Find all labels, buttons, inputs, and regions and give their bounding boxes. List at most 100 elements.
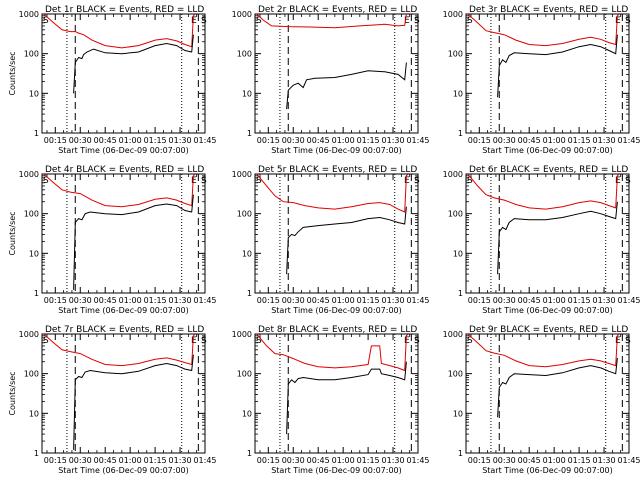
x-tick-label: 00:15 bbox=[468, 296, 491, 305]
marker-label-s: S bbox=[256, 176, 262, 186]
chart-title: Det 3r BLACK = Events, RED = LLD bbox=[469, 5, 628, 15]
x-tick-label: 01:30 bbox=[382, 136, 405, 145]
series-line-lld bbox=[467, 14, 620, 47]
x-tick-label: 00:15 bbox=[468, 136, 491, 145]
y-tick-label: 100 bbox=[24, 50, 39, 59]
marker-label-e: E bbox=[191, 176, 197, 186]
marker-label-s: S bbox=[467, 176, 473, 186]
marker-label-s: S bbox=[625, 336, 631, 346]
x-tick-label: 00:30 bbox=[493, 296, 516, 305]
x-tick-label: 01:00 bbox=[332, 296, 355, 305]
marker-label-s: S bbox=[201, 176, 207, 186]
x-axis-label: Start Time (06-Dec-09 00:07:00) bbox=[58, 466, 189, 475]
chart-title: Det 5r BLACK = Events, RED = LLD bbox=[258, 165, 417, 175]
y-tick-label: 100 bbox=[24, 210, 39, 219]
x-tick-label: 01:15 bbox=[357, 296, 380, 305]
x-tick-label: 00:30 bbox=[282, 136, 305, 145]
marker-label-s: S bbox=[201, 16, 207, 26]
y-tick-label: 10 bbox=[29, 249, 39, 258]
x-tick-label: 00:30 bbox=[69, 456, 92, 465]
y-axis-label: Counts/sec bbox=[8, 371, 17, 415]
x-axis-label: Start Time (06-Dec-09 00:07:00) bbox=[482, 306, 613, 315]
y-tick-label: 100 bbox=[237, 370, 252, 379]
x-axis-label: Start Time (06-Dec-09 00:07:00) bbox=[271, 466, 402, 475]
x-tick-label: 00:30 bbox=[493, 136, 516, 145]
x-tick-label: 01:00 bbox=[543, 296, 566, 305]
x-tick-label: 01:15 bbox=[568, 296, 591, 305]
x-tick-label: 00:30 bbox=[282, 296, 305, 305]
series-line-lld bbox=[467, 334, 620, 368]
x-tick-label: 01:45 bbox=[193, 136, 216, 145]
marker-label-e: E bbox=[615, 336, 621, 346]
x-tick-label: 01:45 bbox=[406, 456, 429, 465]
x-tick-label: 01:30 bbox=[169, 136, 192, 145]
x-tick-label: 01:00 bbox=[119, 296, 142, 305]
plot-frame bbox=[254, 333, 419, 454]
y-tick-label: 100 bbox=[448, 210, 463, 219]
y-tick-label: 10 bbox=[453, 249, 463, 258]
x-tick-label: 00:45 bbox=[307, 456, 330, 465]
x-tick-label: 01:00 bbox=[119, 456, 142, 465]
x-tick-label: 01:30 bbox=[593, 456, 616, 465]
marker-label-s: S bbox=[467, 16, 473, 26]
plot-frame bbox=[465, 13, 630, 134]
y-tick-label: 1000 bbox=[443, 10, 463, 19]
x-tick-label: 01:45 bbox=[406, 136, 429, 145]
series-line-lld bbox=[256, 14, 407, 29]
x-tick-label: 00:45 bbox=[94, 456, 117, 465]
marker-label-s: S bbox=[414, 16, 420, 26]
y-tick-label: 1000 bbox=[232, 10, 252, 19]
x-tick-label: 01:15 bbox=[144, 296, 167, 305]
chart-title: Det 4r BLACK = Events, RED = LLD bbox=[45, 165, 204, 175]
x-tick-label: 01:00 bbox=[332, 136, 355, 145]
x-tick-label: 00:45 bbox=[307, 136, 330, 145]
x-tick-label: 00:45 bbox=[518, 456, 541, 465]
x-tick-label: 01:45 bbox=[617, 296, 640, 305]
chart-panel-1: Det 1r BLACK = Events, RED = LLD 1 10 100 10… bbox=[8, 5, 217, 155]
chart-panel-4: Det 4r BLACK = Events, RED = LLD 1 10 100 10… bbox=[8, 165, 217, 315]
y-tick-label: 10 bbox=[453, 89, 463, 98]
marker-label-s: S bbox=[414, 176, 420, 186]
chart-panel-5: Det 5r BLACK = Events, RED = LLD 1 10 100 10… bbox=[232, 165, 430, 315]
x-tick-label: 00:15 bbox=[257, 136, 280, 145]
chart-title: Det 7r BLACK = Events, RED = LLD bbox=[45, 325, 204, 335]
x-tick-label: 00:15 bbox=[44, 136, 67, 145]
x-tick-label: 00:15 bbox=[468, 456, 491, 465]
y-axis-label: Counts/sec bbox=[8, 51, 17, 95]
chart-title: Det 6r BLACK = Events, RED = LLD bbox=[469, 165, 628, 175]
x-tick-label: 01:45 bbox=[193, 456, 216, 465]
plot-frame bbox=[41, 13, 206, 134]
chart-panel-2: Det 2r BLACK = Events, RED = LLD 1 10 100 10… bbox=[232, 5, 430, 155]
chart-title: Det 2r BLACK = Events, RED = LLD bbox=[258, 5, 417, 15]
series-line-lld bbox=[256, 174, 409, 213]
y-tick-label: 100 bbox=[448, 50, 463, 59]
y-tick-label: 1 bbox=[34, 449, 39, 458]
x-tick-label: 01:15 bbox=[357, 456, 380, 465]
y-tick-label: 1000 bbox=[232, 330, 252, 339]
x-tick-label: 00:15 bbox=[44, 456, 67, 465]
marker-label-s: S bbox=[201, 336, 207, 346]
y-tick-label: 1 bbox=[247, 129, 252, 138]
series-line-events bbox=[286, 361, 407, 435]
x-tick-label: 01:30 bbox=[382, 296, 405, 305]
marker-label-e: E bbox=[615, 176, 621, 186]
x-tick-label: 00:45 bbox=[518, 296, 541, 305]
y-tick-label: 10 bbox=[453, 409, 463, 418]
series-line-events bbox=[73, 34, 194, 94]
y-tick-label: 1000 bbox=[19, 170, 39, 179]
marker-label-s: S bbox=[625, 176, 631, 186]
series-line-lld bbox=[43, 334, 196, 367]
marker-label-e: E bbox=[191, 16, 197, 26]
chart-panel-6: Det 6r BLACK = Events, RED = LLD 1 10 100 10… bbox=[443, 165, 640, 315]
y-tick-label: 1 bbox=[458, 289, 463, 298]
x-tick-label: 01:15 bbox=[144, 456, 167, 465]
series-line-lld bbox=[256, 334, 409, 372]
x-tick-label: 01:45 bbox=[617, 456, 640, 465]
marker-label-s: S bbox=[256, 336, 262, 346]
chart-panel-7: Det 7r BLACK = Events, RED = LLD 1 10 100 10… bbox=[8, 325, 217, 475]
x-tick-label: 01:45 bbox=[193, 296, 216, 305]
x-tick-label: 01:15 bbox=[357, 136, 380, 145]
y-tick-label: 10 bbox=[242, 409, 252, 418]
x-tick-label: 01:45 bbox=[406, 296, 429, 305]
y-tick-label: 1000 bbox=[232, 170, 252, 179]
